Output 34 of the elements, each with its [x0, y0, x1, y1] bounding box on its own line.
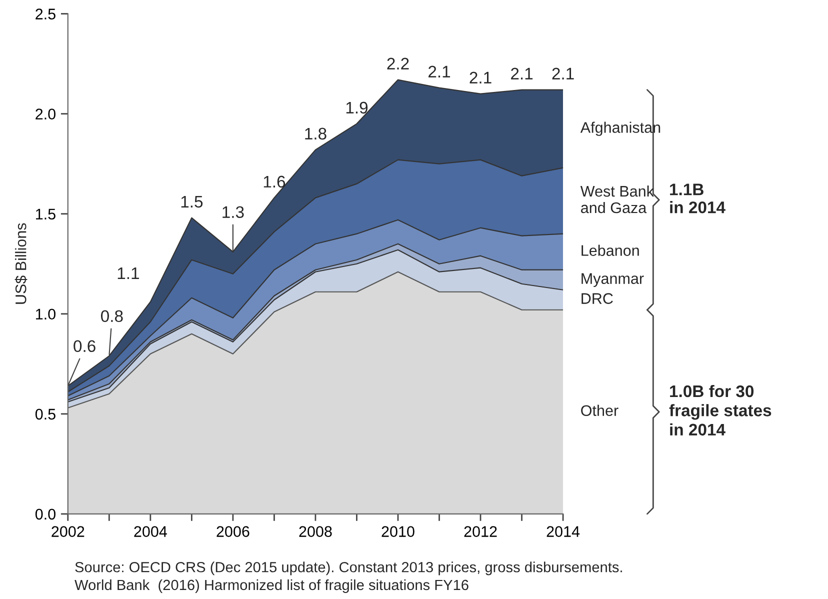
annotation: 1.8: [305, 128, 326, 140]
x-tick-label: 2002: [52, 526, 84, 537]
y-tick-label: 1.5: [36, 208, 56, 220]
series-label: Myanmar: [582, 273, 644, 287]
y-tick-label: 0.5: [35, 408, 56, 420]
annotation: 2.2: [387, 58, 409, 70]
y-tick-label: 2.0: [36, 108, 56, 120]
source-note: Source: OECD CRS (Dec 2015 update). Constant 2013 prices, gross disbursements. World Bank (2016) Harmonized list of fragile situations FY16: [74, 562, 622, 594]
annotation: 1.9: [346, 102, 368, 114]
x-tick-label: 2006: [216, 526, 250, 537]
series-label: Other: [581, 404, 618, 416]
annotation: 2.1: [511, 68, 533, 80]
annotation: 2.1: [470, 72, 492, 84]
x-tick-label: 2014: [546, 526, 580, 537]
text: 1.0B for 30 fragile states in 2014: [669, 384, 772, 436]
x-tick-label: 2008: [299, 526, 332, 537]
annotation: 0.6: [74, 340, 96, 352]
series-label: DRC: [582, 293, 613, 304]
text: 1.1B in 2014: [670, 184, 726, 214]
annotation: 2.1: [552, 68, 574, 80]
annotation: 0.8: [101, 310, 123, 322]
x-tick-label: 2004: [134, 526, 167, 537]
annotation: 1.6: [264, 176, 286, 188]
x-tick-label: 2010: [382, 526, 414, 537]
y-tick-label: 1.0: [36, 308, 56, 320]
annotation: 1.3: [222, 206, 244, 218]
x-tick-label: 2012: [464, 526, 497, 537]
y-tick-label: 0.0: [35, 508, 56, 520]
y-tick-label: 2.5: [36, 8, 56, 20]
annotation: 1.5: [181, 196, 203, 208]
annotation: 2.1: [428, 66, 450, 78]
y-axis-title: US$ Billions: [14, 223, 28, 304]
series-label: Lebanon: [582, 244, 639, 256]
annotation: 1.1: [118, 268, 139, 279]
